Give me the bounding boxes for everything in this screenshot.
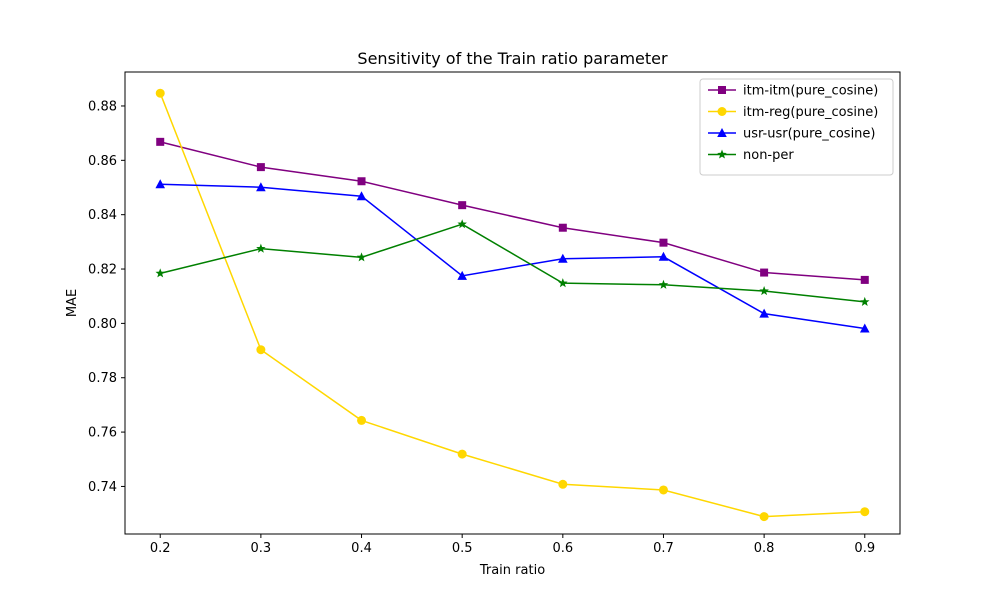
x-tick-label: 0.5 bbox=[452, 541, 473, 556]
data-point bbox=[155, 179, 166, 189]
x-tick-label: 0.3 bbox=[251, 541, 272, 556]
legend-marker bbox=[717, 128, 727, 137]
x-tick-label: 0.9 bbox=[854, 541, 875, 556]
data-point bbox=[256, 163, 265, 172]
data-point bbox=[256, 182, 266, 192]
data-point bbox=[759, 512, 769, 522]
legend-item: itm-itm(pure_cosine) bbox=[708, 84, 878, 99]
data-point bbox=[658, 279, 669, 289]
legend-item: non-per bbox=[708, 148, 794, 163]
legend-label: itm-reg(pure_cosine) bbox=[743, 105, 878, 120]
series-line bbox=[160, 183, 865, 330]
data-point bbox=[357, 415, 367, 425]
series-itm-itm(pure_cosine) bbox=[156, 137, 869, 284]
data-point bbox=[457, 270, 467, 280]
data-point bbox=[155, 88, 165, 98]
data-point bbox=[356, 252, 367, 262]
legend-item: usr-usr(pure_cosine) bbox=[708, 127, 876, 142]
data-point bbox=[558, 278, 568, 288]
data-point bbox=[860, 296, 870, 306]
series-non-per bbox=[155, 219, 870, 306]
series-usr-usr(pure_cosine) bbox=[155, 179, 870, 333]
plot-area bbox=[155, 88, 870, 522]
data-point bbox=[860, 507, 870, 517]
data-point bbox=[156, 137, 165, 146]
data-point bbox=[356, 191, 367, 201]
x-tick-label: 0.7 bbox=[653, 541, 674, 556]
legend-item: itm-reg(pure_cosine) bbox=[708, 105, 878, 120]
data-point bbox=[659, 238, 668, 247]
data-point bbox=[759, 286, 769, 296]
data-point bbox=[859, 323, 870, 333]
data-point bbox=[658, 251, 669, 261]
legend-label: usr-usr(pure_cosine) bbox=[743, 127, 876, 142]
series-line bbox=[160, 141, 865, 281]
legend: itm-itm(pure_cosine) itm-reg(pure_cosine)… bbox=[699, 78, 894, 176]
x-tick-label: 0.8 bbox=[754, 541, 775, 556]
y-tick-label: 0.82 bbox=[88, 263, 117, 278]
data-point bbox=[558, 253, 568, 263]
y-tick-label: 0.86 bbox=[88, 154, 117, 169]
x-tick-label: 0.2 bbox=[150, 541, 171, 556]
x-tick-label: 0.4 bbox=[351, 541, 372, 556]
plot-frame bbox=[124, 71, 901, 535]
legend-box bbox=[699, 78, 894, 176]
x-axis: 0.2 0.3 0.4 0.5 0.6 0.7 0.8 0.9 bbox=[150, 534, 875, 556]
y-tick-label: 0.88 bbox=[88, 99, 117, 114]
series-itm-reg(pure_cosine) bbox=[155, 88, 870, 522]
data-point bbox=[860, 275, 869, 284]
y-tick-label: 0.80 bbox=[88, 317, 117, 332]
series-line bbox=[159, 92, 865, 518]
y-axis-title: MAE bbox=[65, 289, 80, 317]
data-point bbox=[759, 308, 769, 318]
data-point bbox=[458, 201, 467, 210]
data-point bbox=[457, 219, 467, 229]
y-tick-label: 0.76 bbox=[88, 426, 117, 441]
data-point bbox=[558, 223, 567, 232]
data-point bbox=[760, 268, 769, 277]
legend-label: itm-itm(pure_cosine) bbox=[743, 84, 878, 99]
x-tick-label: 0.6 bbox=[552, 541, 573, 556]
chart-title: Sensitivity of the Train ratio parameter bbox=[357, 49, 668, 68]
legend-marker bbox=[718, 86, 726, 94]
data-point bbox=[256, 345, 266, 355]
y-tick-label: 0.84 bbox=[88, 208, 117, 223]
y-tick-label: 0.78 bbox=[88, 371, 117, 386]
data-point bbox=[256, 243, 266, 253]
x-axis-title: Train ratio bbox=[479, 563, 545, 578]
series-line bbox=[160, 223, 865, 303]
y-axis: 0.74 0.76 0.78 0.80 0.82 0.84 0.86 0.88 bbox=[88, 99, 125, 495]
data-point bbox=[357, 177, 366, 186]
y-tick-label: 0.74 bbox=[88, 480, 117, 495]
data-point bbox=[558, 479, 568, 489]
legend-label: non-per bbox=[743, 148, 794, 163]
data-point bbox=[457, 449, 467, 459]
data-point bbox=[155, 268, 165, 278]
legend-marker bbox=[717, 149, 727, 159]
data-point bbox=[658, 485, 668, 495]
legend-marker bbox=[717, 107, 727, 116]
